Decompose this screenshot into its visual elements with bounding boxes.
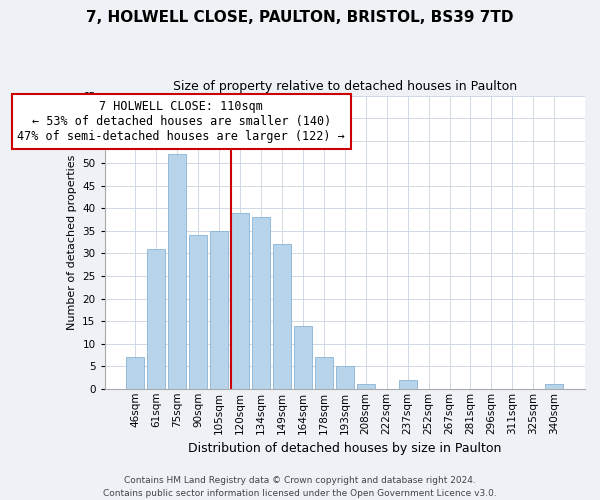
X-axis label: Distribution of detached houses by size in Paulton: Distribution of detached houses by size …: [188, 442, 502, 455]
Bar: [336, 366, 353, 389]
Bar: [294, 326, 312, 389]
Bar: [273, 244, 291, 389]
Text: 7, HOLWELL CLOSE, PAULTON, BRISTOL, BS39 7TD: 7, HOLWELL CLOSE, PAULTON, BRISTOL, BS39…: [86, 10, 514, 25]
Bar: [315, 357, 333, 389]
Bar: [357, 384, 374, 389]
Bar: [168, 154, 186, 389]
Y-axis label: Number of detached properties: Number of detached properties: [67, 154, 77, 330]
Bar: [148, 249, 165, 389]
Bar: [545, 384, 563, 389]
Bar: [189, 236, 207, 389]
Text: 7 HOLWELL CLOSE: 110sqm
← 53% of detached houses are smaller (140)
47% of semi-d: 7 HOLWELL CLOSE: 110sqm ← 53% of detache…: [17, 100, 345, 143]
Title: Size of property relative to detached houses in Paulton: Size of property relative to detached ho…: [173, 80, 517, 93]
Bar: [127, 357, 144, 389]
Bar: [231, 213, 249, 389]
Bar: [210, 231, 228, 389]
Bar: [399, 380, 416, 389]
Bar: [252, 218, 270, 389]
Text: Contains HM Land Registry data © Crown copyright and database right 2024.
Contai: Contains HM Land Registry data © Crown c…: [103, 476, 497, 498]
